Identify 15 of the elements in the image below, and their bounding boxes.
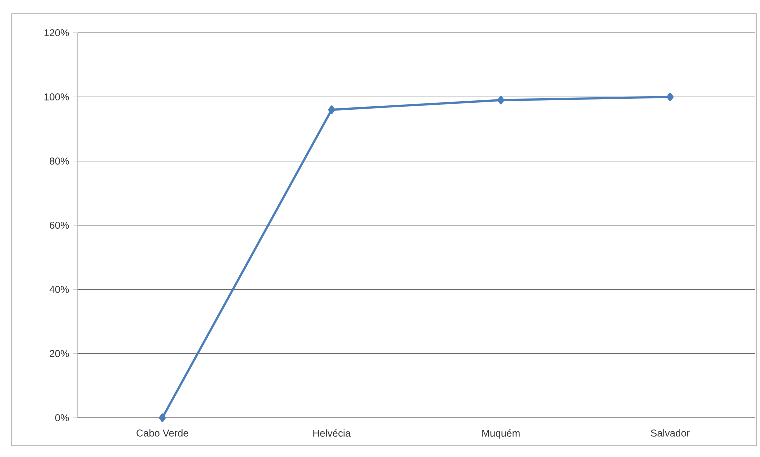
y-tick-label: 0% (55, 414, 70, 422)
x-tick-label: Salvador (651, 430, 690, 437)
point (159, 414, 166, 422)
y-tick-label: 60% (50, 222, 70, 230)
x-tick-label: Helvécia (314, 430, 351, 437)
y-tick-label: 100% (44, 94, 70, 101)
y-tick-label: 120% (44, 29, 70, 37)
point (328, 106, 336, 114)
y-tick-label: 80% (50, 158, 70, 165)
x-tick-label: Muquém (482, 430, 520, 439)
x-tick-label: Cabo Verde (136, 430, 188, 437)
point (498, 96, 505, 105)
y-tick-label: 20% (50, 350, 70, 358)
y-tick-label: 40% (50, 286, 70, 294)
point (666, 92, 674, 102)
